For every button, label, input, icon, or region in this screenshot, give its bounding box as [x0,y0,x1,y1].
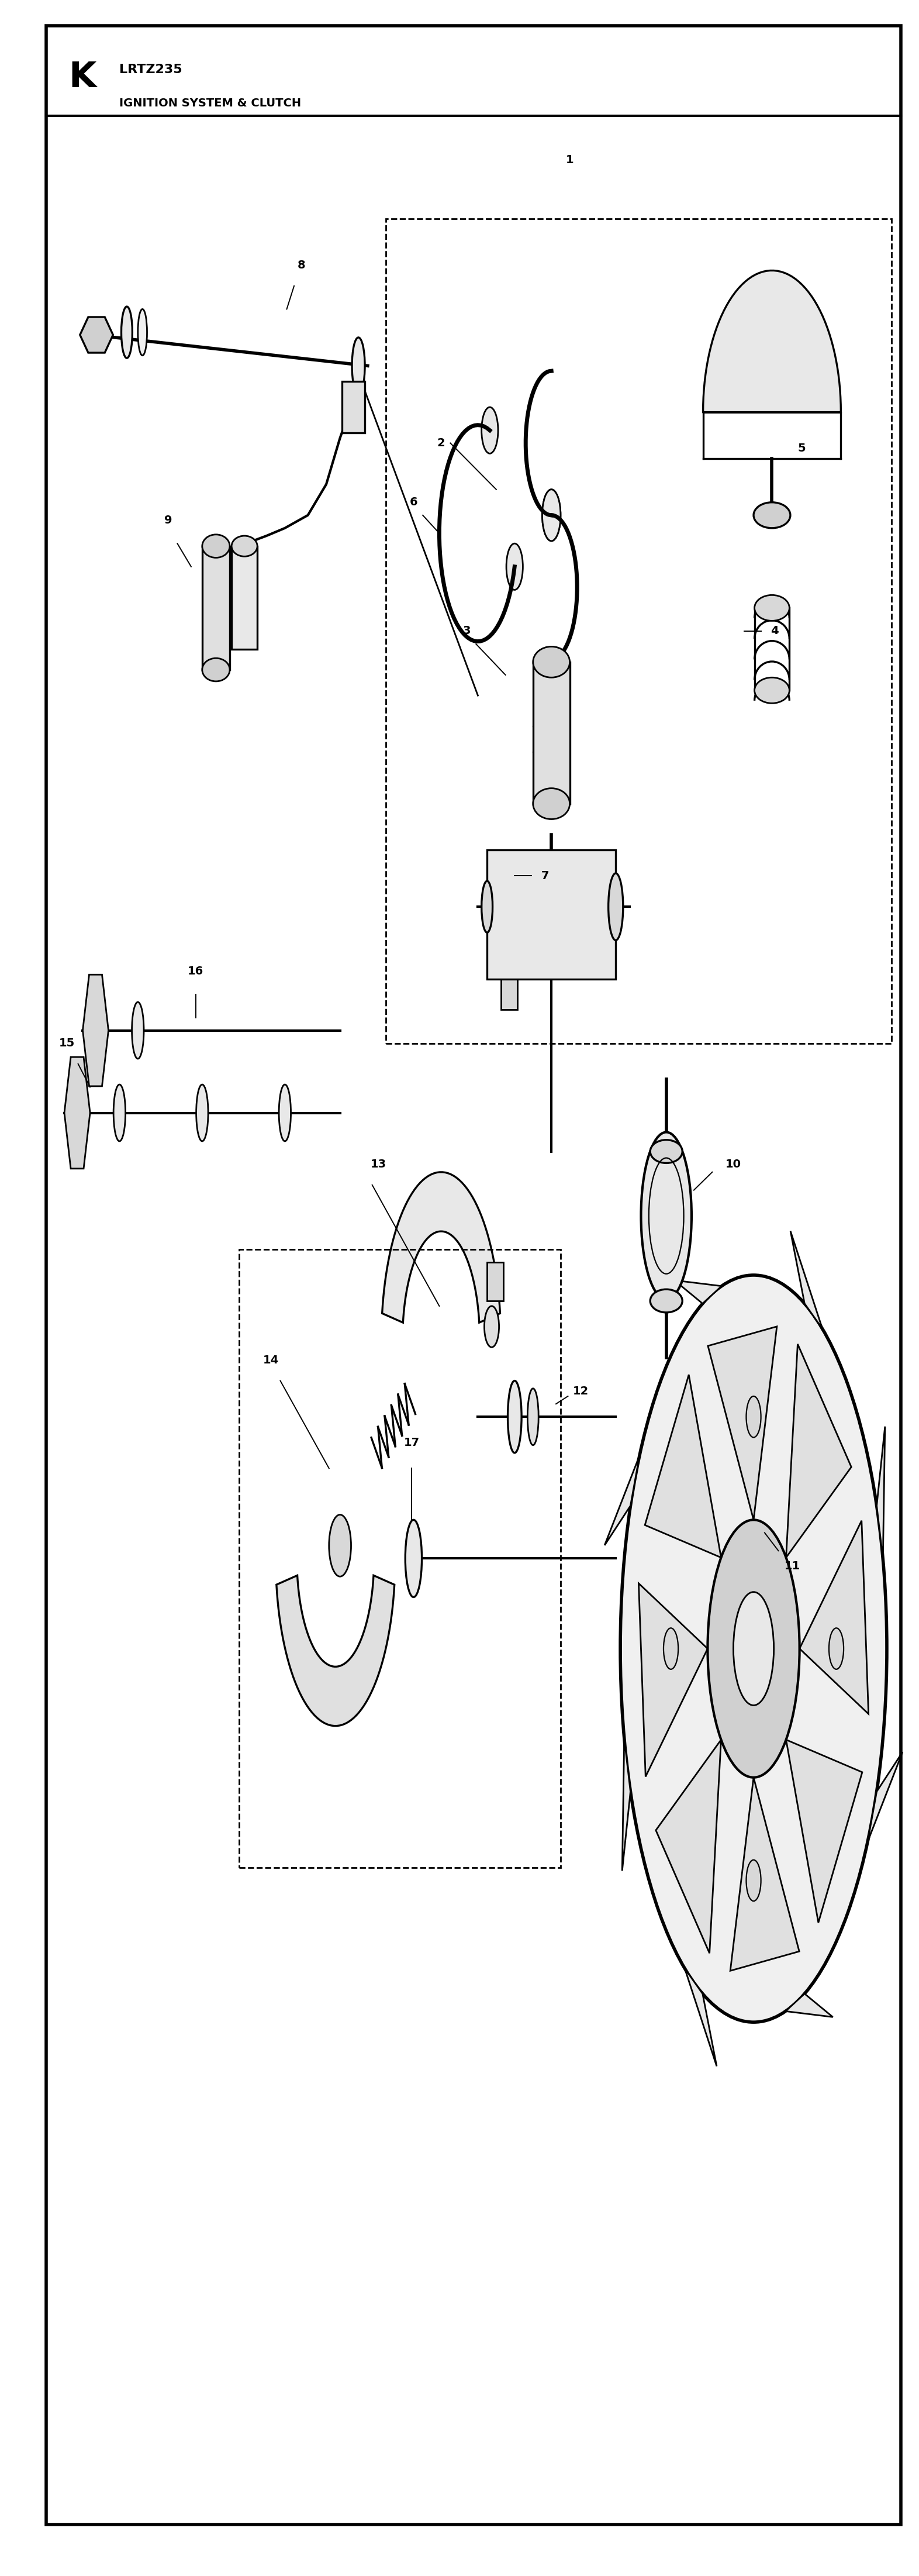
Ellipse shape [405,1520,422,1597]
Bar [754,608,789,690]
Text: 4: 4 [771,626,778,636]
Text: 11: 11 [784,1561,800,1571]
Ellipse shape [754,595,789,621]
Polygon shape [622,1739,630,1870]
Circle shape [746,1396,761,1437]
Text: 1: 1 [566,155,573,165]
Polygon shape [675,1280,721,1303]
Polygon shape [83,974,108,1087]
Polygon shape [731,1777,800,1971]
Text: 10: 10 [725,1159,742,1170]
Ellipse shape [754,502,790,528]
Text: 14: 14 [263,1355,279,1365]
Bar [342,381,365,433]
Bar [487,1262,504,1301]
Text: 16: 16 [187,966,204,976]
Text: 2: 2 [437,438,445,448]
Circle shape [620,1275,887,2022]
Ellipse shape [754,677,789,703]
Circle shape [733,1592,774,1705]
Text: 7: 7 [541,871,549,881]
Polygon shape [64,1056,90,1170]
Text: 12: 12 [573,1386,589,1396]
Ellipse shape [641,1133,692,1301]
Circle shape [708,1520,800,1777]
Ellipse shape [352,337,365,394]
Polygon shape [605,1455,640,1546]
Text: LRTZ235: LRTZ235 [119,64,182,75]
Circle shape [542,489,561,541]
Polygon shape [277,1577,394,1726]
Ellipse shape [533,788,570,819]
Ellipse shape [114,1084,125,1141]
Polygon shape [639,1584,708,1777]
Circle shape [329,1515,351,1577]
Polygon shape [786,1994,833,2017]
Polygon shape [382,1172,500,1321]
Circle shape [746,1860,761,1901]
Polygon shape [786,1345,851,1558]
Ellipse shape [508,1381,522,1453]
Text: 17: 17 [403,1437,420,1448]
Bar [501,974,517,1010]
Text: 15: 15 [59,1038,75,1048]
Text: 9: 9 [165,515,172,526]
Polygon shape [800,1520,868,1713]
Ellipse shape [651,1288,682,1314]
Ellipse shape [482,881,493,933]
Polygon shape [708,1327,777,1520]
Ellipse shape [528,1388,539,1445]
Bar [239,1249,561,1868]
Bar [533,662,570,804]
Ellipse shape [202,533,230,559]
Text: 5: 5 [798,443,805,453]
Polygon shape [790,1231,823,1329]
Circle shape [664,1628,678,1669]
Circle shape [482,407,498,453]
Ellipse shape [651,1139,682,1164]
Text: 13: 13 [370,1159,387,1170]
Circle shape [542,489,561,541]
Polygon shape [868,1752,902,1842]
Bar [386,219,891,1043]
Circle shape [484,1306,499,1347]
Circle shape [506,544,523,590]
Text: 3: 3 [463,626,471,636]
Polygon shape [80,317,113,353]
Ellipse shape [121,307,132,358]
Polygon shape [656,1739,721,1953]
Ellipse shape [202,657,230,683]
Polygon shape [685,1968,717,2066]
Polygon shape [645,1376,721,1558]
Ellipse shape [132,1002,143,1059]
Ellipse shape [232,536,257,556]
Ellipse shape [279,1084,290,1141]
Ellipse shape [197,1084,208,1141]
Ellipse shape [533,647,570,677]
Circle shape [829,1628,844,1669]
Polygon shape [877,1427,885,1558]
Bar [202,546,230,670]
Bar [487,850,616,979]
Bar [232,546,257,649]
Polygon shape [786,1739,862,1922]
Polygon shape [703,270,841,412]
Ellipse shape [138,309,147,355]
Text: 8: 8 [298,260,305,270]
Text: K: K [69,59,96,95]
Ellipse shape [608,873,623,940]
Text: IGNITION SYSTEM & CLUTCH: IGNITION SYSTEM & CLUTCH [119,98,301,108]
Text: 6: 6 [410,497,417,507]
